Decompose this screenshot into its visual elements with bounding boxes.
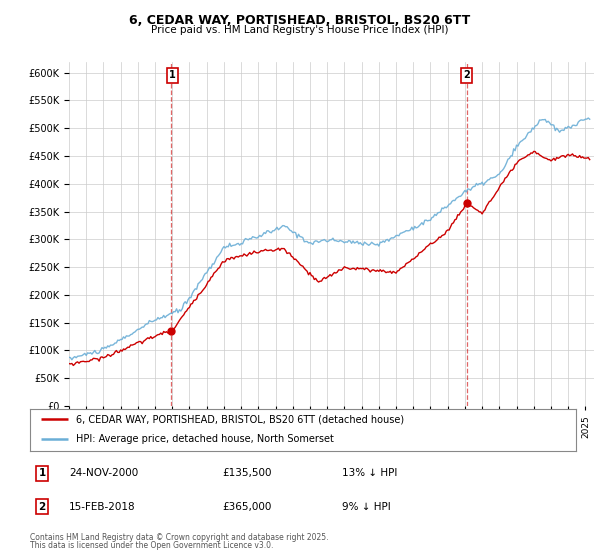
Text: 6, CEDAR WAY, PORTISHEAD, BRISTOL, BS20 6TT: 6, CEDAR WAY, PORTISHEAD, BRISTOL, BS20 …: [130, 14, 470, 27]
Text: 9% ↓ HPI: 9% ↓ HPI: [342, 502, 391, 512]
Text: Contains HM Land Registry data © Crown copyright and database right 2025.: Contains HM Land Registry data © Crown c…: [30, 533, 329, 542]
Text: 1: 1: [169, 71, 176, 81]
Text: £365,000: £365,000: [222, 502, 271, 512]
Text: Price paid vs. HM Land Registry's House Price Index (HPI): Price paid vs. HM Land Registry's House …: [151, 25, 449, 35]
Text: 15-FEB-2018: 15-FEB-2018: [69, 502, 136, 512]
Text: 24-NOV-2000: 24-NOV-2000: [69, 468, 138, 478]
Text: 13% ↓ HPI: 13% ↓ HPI: [342, 468, 397, 478]
Text: HPI: Average price, detached house, North Somerset: HPI: Average price, detached house, Nort…: [76, 434, 334, 444]
Text: 2: 2: [38, 502, 46, 512]
Text: 2: 2: [464, 71, 470, 81]
Text: This data is licensed under the Open Government Licence v3.0.: This data is licensed under the Open Gov…: [30, 542, 274, 550]
Text: 6, CEDAR WAY, PORTISHEAD, BRISTOL, BS20 6TT (detached house): 6, CEDAR WAY, PORTISHEAD, BRISTOL, BS20 …: [76, 414, 404, 424]
Text: £135,500: £135,500: [222, 468, 271, 478]
Text: 1: 1: [38, 468, 46, 478]
